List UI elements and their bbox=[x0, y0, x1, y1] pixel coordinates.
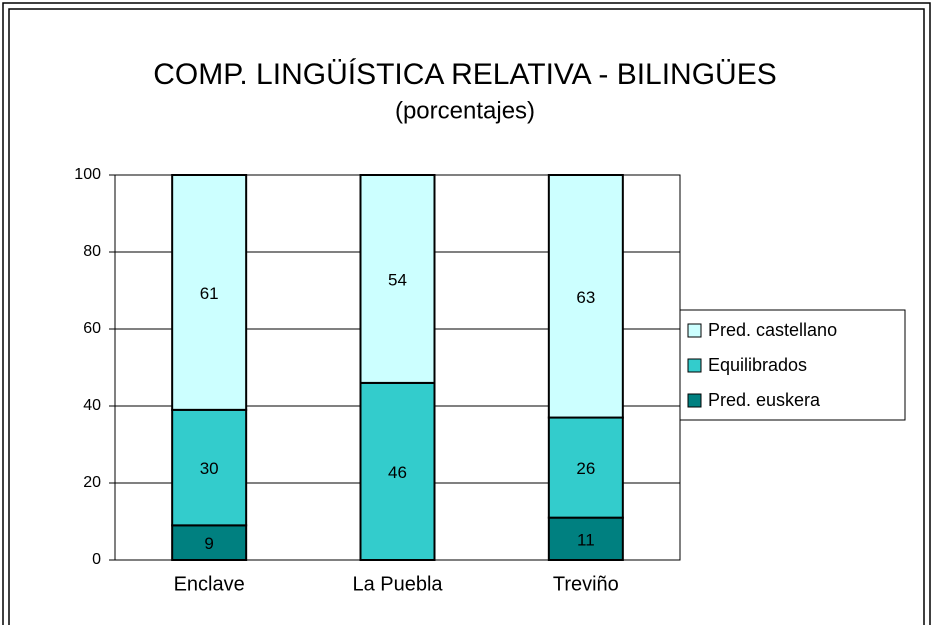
data-label: 54 bbox=[388, 270, 407, 289]
legend-swatch bbox=[687, 393, 702, 408]
y-tick-label: 100 bbox=[74, 166, 101, 183]
bar-segment bbox=[171, 408, 248, 527]
bar-segment bbox=[547, 516, 624, 562]
chart-title: COMP. LINGÜÍSTICA RELATIVA - BILINGÜES bbox=[153, 58, 777, 91]
y-tick-label: 40 bbox=[83, 397, 101, 414]
data-label: 26 bbox=[576, 459, 595, 478]
bar-segment bbox=[171, 174, 248, 411]
data-label: 63 bbox=[576, 288, 595, 307]
bar-segment bbox=[171, 524, 248, 561]
bar-segment bbox=[547, 416, 624, 519]
data-label: 9 bbox=[204, 534, 213, 553]
inner-frame bbox=[8, 8, 925, 625]
y-tick-label: 0 bbox=[92, 551, 101, 568]
legend-swatch bbox=[687, 358, 702, 373]
x-tick-label: Enclave bbox=[174, 573, 245, 595]
data-label: 61 bbox=[200, 284, 219, 303]
bar-segment bbox=[359, 381, 436, 561]
data-label: 11 bbox=[577, 530, 595, 549]
legend-label: Equilibrados bbox=[708, 355, 807, 375]
bar-segment bbox=[359, 174, 436, 384]
y-tick-label: 60 bbox=[83, 320, 101, 337]
legend-swatch bbox=[687, 323, 702, 338]
x-tick-label: Treviño bbox=[553, 573, 619, 595]
legend-label: Pred. euskera bbox=[708, 390, 821, 410]
legend-label: Pred. castellano bbox=[708, 320, 837, 340]
y-tick-label: 80 bbox=[83, 243, 101, 260]
data-label: 46 bbox=[388, 463, 407, 482]
legend-box bbox=[679, 309, 906, 421]
chart-subtitle: (porcentajes) bbox=[395, 97, 535, 124]
bar-segment bbox=[547, 174, 624, 419]
y-tick-label: 20 bbox=[83, 474, 101, 491]
data-label: 30 bbox=[200, 459, 219, 478]
x-tick-label: La Puebla bbox=[352, 573, 443, 595]
